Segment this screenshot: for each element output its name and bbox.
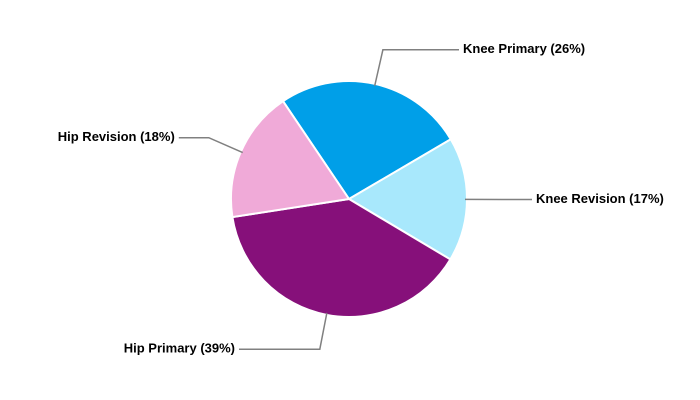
slice-label: Knee Primary (26%) — [463, 41, 585, 56]
leader-line — [178, 136, 244, 154]
slice-label: Hip Revision (18%) — [58, 129, 175, 144]
leader-line — [239, 312, 328, 350]
slice-label: Knee Revision (17%) — [536, 191, 664, 206]
leader-line — [373, 49, 459, 87]
slice-label: Hip Primary (39%) — [124, 341, 235, 356]
